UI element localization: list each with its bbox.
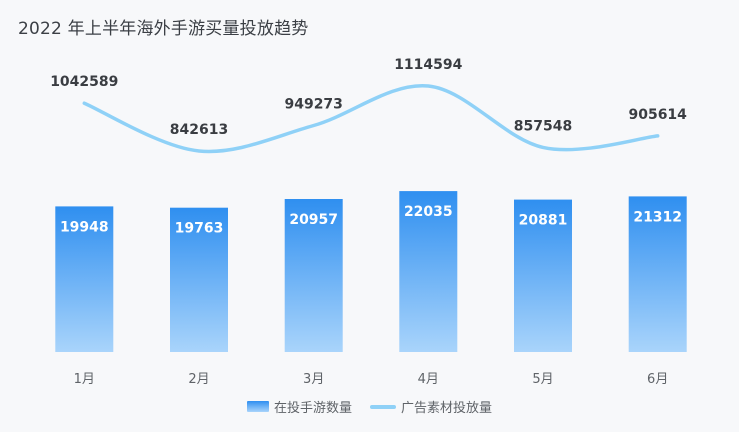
x-tick-label: 4月 [418, 372, 439, 387]
bar-value-label: 20881 [519, 213, 568, 229]
legend-bar-label: 在投手游数量 [273, 401, 352, 416]
legend: 在投手游数量 广告素材投放量 [0, 397, 739, 416]
x-tick-label: 1月 [74, 372, 95, 387]
bar-2[interactable] [170, 207, 228, 352]
legend-line-swatch [370, 404, 396, 409]
x-tick-label: 5月 [532, 372, 553, 387]
bar-4[interactable] [399, 191, 458, 352]
line-value-label: 1042589 [50, 74, 118, 90]
line-layer: 1042589 842613 949273 1114594 857548 905614 [50, 57, 687, 154]
line-value-label: 857548 [514, 118, 572, 134]
chart-title: 2022 年上半年海外手游买量投放趋势 [18, 19, 309, 39]
legend-line-label: 广告素材投放量 [401, 401, 493, 416]
x-axis-ticks: 1月 2月 3月 4月 5月 6月 [74, 372, 669, 387]
x-tick-label: 2月 [188, 372, 209, 387]
bar-value-label: 22035 [404, 204, 453, 220]
line-value-label: 1114594 [394, 57, 462, 73]
legend-bar-swatch [246, 401, 269, 412]
legend-item-bar[interactable]: 在投手游数量 [246, 397, 352, 416]
x-tick-label: 6月 [647, 372, 668, 387]
line-value-label: 949273 [284, 97, 342, 113]
line-value-label: 905614 [628, 107, 687, 123]
bar-3[interactable] [284, 199, 343, 352]
bar-5[interactable] [514, 199, 572, 352]
bar-value-label: 19763 [175, 221, 224, 237]
x-tick-label: 3月 [303, 372, 324, 387]
legend-item-line[interactable]: 广告素材投放量 [370, 397, 492, 416]
line-series-path[interactable] [82, 84, 660, 154]
bars-layer: 19948 19763 20957 22035 20881 21312 [55, 191, 687, 352]
bar-value-label: 19948 [60, 219, 109, 235]
bar-1[interactable] [55, 206, 114, 352]
bar-6[interactable] [628, 196, 687, 352]
bar-value-label: 21312 [633, 209, 682, 225]
line-value-label: 842613 [170, 122, 228, 138]
bar-value-label: 20957 [289, 212, 338, 228]
